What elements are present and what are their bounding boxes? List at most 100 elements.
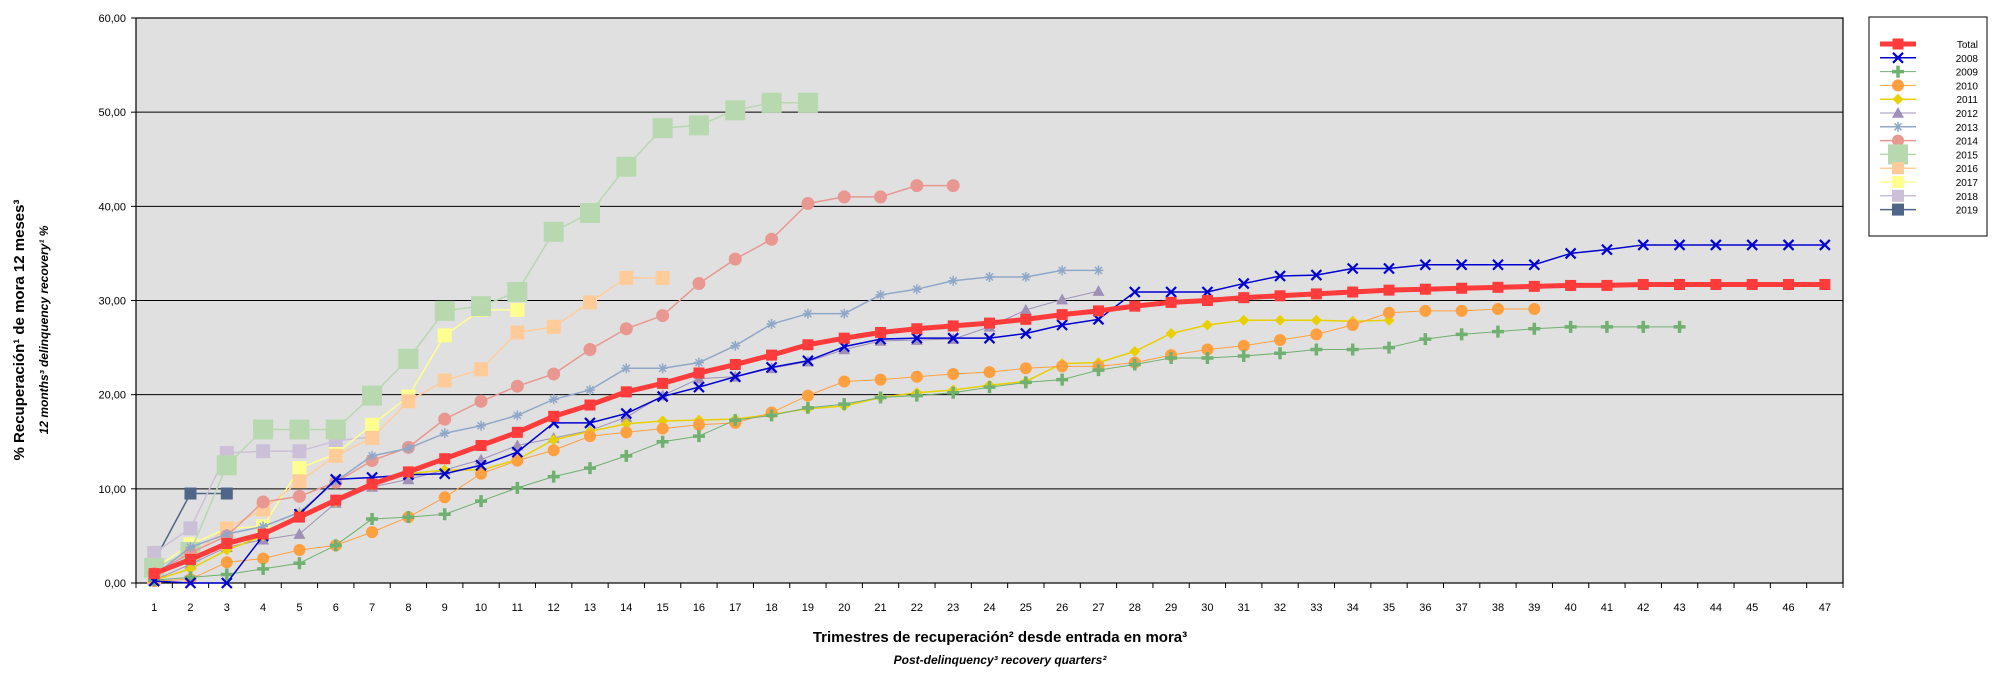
- data-point: [1601, 243, 1613, 256]
- data-point: [1274, 334, 1287, 347]
- data-point: [221, 577, 233, 589]
- data-point: [875, 327, 887, 339]
- data-point: [1565, 279, 1577, 291]
- data-point: [1020, 271, 1031, 282]
- legend-item-2011: 2011: [1880, 93, 1978, 106]
- data-point: [330, 494, 342, 506]
- data-point: [874, 190, 888, 204]
- data-point: [766, 319, 777, 330]
- data-point: [292, 444, 307, 459]
- data-point: [801, 197, 815, 211]
- data-point: [801, 401, 814, 414]
- legend-item-2018: 2018: [1880, 189, 1978, 203]
- legend-label: 2015: [1956, 150, 1979, 161]
- data-point: [329, 473, 342, 486]
- data-point: [1165, 286, 1177, 298]
- data-point: [543, 221, 564, 242]
- data-point: [258, 521, 269, 532]
- data-point: [183, 521, 198, 536]
- data-point: [656, 390, 669, 403]
- data-point: [221, 537, 233, 549]
- data-point: [1165, 296, 1177, 308]
- data-point: [984, 271, 995, 282]
- data-point: [983, 381, 996, 394]
- data-point: [547, 444, 560, 457]
- data-point: [1237, 339, 1250, 352]
- x-tick-label: 5: [296, 602, 302, 614]
- data-point: [692, 430, 705, 443]
- data-point: [1637, 278, 1649, 290]
- data-point: [911, 332, 923, 344]
- legend-label: 2009: [1956, 68, 1979, 79]
- data-point: [184, 571, 197, 584]
- data-point: [548, 434, 560, 446]
- data-point: [1310, 328, 1323, 341]
- data-point: [692, 418, 705, 431]
- data-point: [185, 542, 196, 553]
- legend-marker: [1892, 203, 1904, 216]
- data-point: [1455, 258, 1468, 271]
- data-point: [693, 381, 705, 393]
- data-point: [911, 323, 923, 335]
- data-point: [619, 270, 634, 285]
- data-point: [438, 412, 452, 426]
- data-point: [656, 309, 670, 323]
- data-point: [616, 156, 637, 177]
- legend-marker: [1892, 52, 1904, 64]
- data-point: [1746, 239, 1758, 251]
- data-point: [1528, 302, 1541, 315]
- data-point: [511, 426, 523, 438]
- data-point: [621, 363, 632, 374]
- x-tick-label: 43: [1673, 602, 1685, 614]
- data-point: [1201, 319, 1213, 331]
- data-point: [1201, 295, 1213, 306]
- data-point: [1346, 343, 1359, 356]
- data-point: [729, 370, 742, 383]
- data-point: [584, 399, 596, 411]
- data-point: [1019, 376, 1032, 389]
- y-tick-label: 20,00: [98, 390, 126, 402]
- data-point: [688, 115, 709, 136]
- data-point: [475, 467, 488, 480]
- data-point: [476, 420, 487, 431]
- x-tick-label: 34: [1347, 602, 1359, 614]
- data-point: [438, 491, 451, 504]
- x-tick-label: 7: [369, 602, 375, 614]
- legend-label: 2014: [1956, 137, 1979, 148]
- legend-marker: [1892, 162, 1904, 175]
- data-point: [1056, 360, 1069, 373]
- data-point: [1673, 239, 1686, 251]
- x-tick-label: 16: [693, 602, 705, 614]
- x-tick-label: 22: [911, 602, 923, 614]
- data-point: [1020, 327, 1032, 340]
- data-point: [547, 367, 561, 381]
- data-point: [620, 418, 632, 430]
- data-point: [1092, 364, 1105, 377]
- x-tick-label: 40: [1564, 602, 1576, 614]
- data-point: [257, 552, 270, 565]
- legend-item-total: Total: [1880, 38, 1978, 51]
- data-point: [1310, 269, 1323, 281]
- data-point: [293, 528, 306, 539]
- x-tick-label: 32: [1274, 602, 1286, 614]
- data-point: [797, 92, 818, 113]
- x-tick-label: 27: [1092, 602, 1104, 614]
- x-tick-label: 13: [584, 602, 596, 614]
- data-point: [1056, 319, 1068, 331]
- data-point: [1455, 328, 1468, 341]
- legend-label: 2011: [1956, 95, 1978, 106]
- data-point: [1491, 325, 1504, 338]
- data-point: [1564, 320, 1577, 333]
- data-point: [765, 409, 778, 422]
- legend-item-2012: 2012: [1880, 107, 1978, 120]
- data-point: [1456, 282, 1468, 294]
- legend-marker: [1892, 93, 1904, 105]
- data-point: [256, 444, 271, 459]
- data-point: [838, 375, 851, 388]
- data-point: [147, 545, 162, 560]
- data-point: [329, 539, 342, 552]
- x-axis-ticks: 1 2 3 4 5 6 7 8 9 10 11 12 13 14 15 16 17 18 19 20 21 22 23 24 2…: [135, 583, 1844, 614]
- data-point: [1564, 247, 1577, 260]
- data-point: [402, 466, 414, 478]
- data-point: [838, 332, 850, 344]
